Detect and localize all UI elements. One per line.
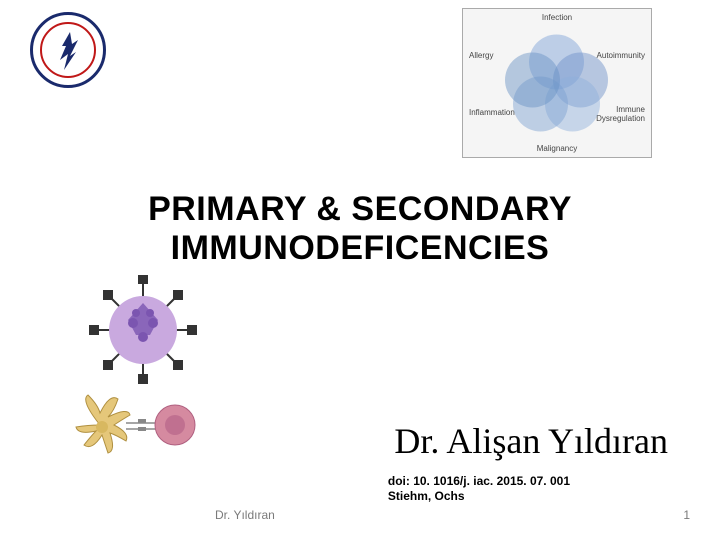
venn-label-top: Infection: [542, 13, 572, 22]
logo-inner-ring: [40, 22, 96, 78]
immune-cells-illustration: [70, 385, 210, 465]
title-line-2: IMMUNODEFICENCIES: [0, 229, 720, 268]
venn-petals: [507, 41, 607, 126]
doi-text: doi: 10. 1016/j. iac. 2015. 07. 001: [388, 474, 570, 489]
logo-outer-ring: [30, 12, 106, 88]
venn-label-left-upper: Allergy: [469, 51, 493, 60]
title-line-1: PRIMARY & SECONDARY: [0, 190, 720, 229]
university-logo: [30, 12, 110, 92]
t-cell-icon: [155, 405, 195, 445]
slide-title: PRIMARY & SECONDARY IMMUNODEFICENCIES: [0, 190, 720, 268]
venn-diagram: Infection Allergy Autoimmunity Inflammat…: [462, 8, 652, 158]
virus-illustration: [88, 275, 198, 385]
footer-author: Dr. Yıldıran: [215, 508, 275, 522]
citation-authors: Stiehm, Ochs: [388, 489, 570, 504]
author-signature: Dr. Alişan Yıldıran: [394, 420, 668, 462]
dendritic-cell-icon: [76, 395, 130, 453]
citation-block: doi: 10. 1016/j. iac. 2015. 07. 001 Stie…: [388, 474, 570, 504]
slide-number: 1: [683, 508, 690, 522]
venn-label-bottom: Malignancy: [537, 144, 577, 153]
logo-figure-icon: [42, 24, 98, 80]
